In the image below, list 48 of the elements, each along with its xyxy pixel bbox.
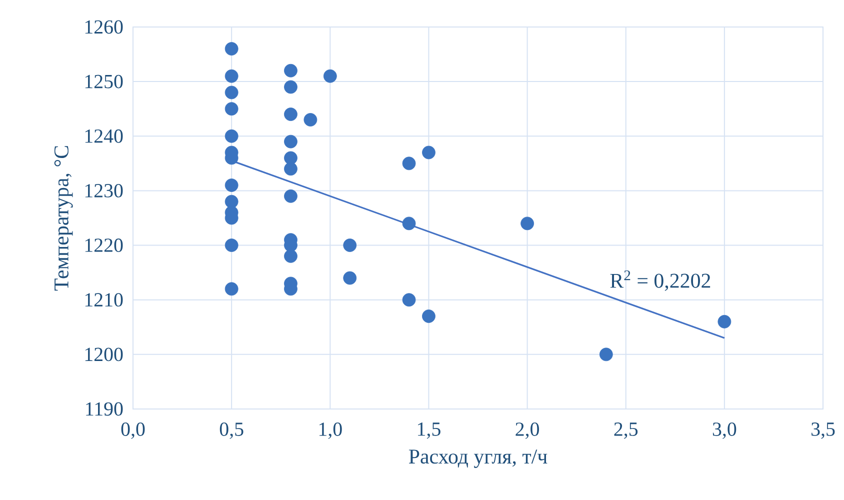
y-tick-label: 1250 (85, 74, 123, 88)
point (224, 42, 238, 56)
x-axis-title: Расход угля, т/ч (408, 450, 548, 468)
x-tick-label: 3,0 (712, 422, 736, 439)
point (284, 162, 298, 176)
annotation: R$^{2}$ = 0,2202 (610, 270, 710, 291)
point (224, 102, 238, 116)
point (718, 314, 732, 328)
point (402, 156, 416, 170)
x-tick-label: 1,5 (418, 422, 440, 439)
point (304, 113, 318, 126)
point (402, 293, 416, 307)
point (422, 310, 436, 323)
y-tick-label: 1260 (85, 20, 123, 34)
y-tick-label: 1190 (86, 402, 123, 416)
x-tick-label: 1,0 (319, 422, 342, 439)
point (224, 238, 238, 252)
point (284, 134, 298, 148)
y-tick-label: 1240 (85, 129, 123, 143)
y-tick-label: 1200 (85, 348, 123, 362)
x-tick-label: 2,5 (614, 422, 638, 439)
point (343, 238, 357, 252)
point (599, 348, 613, 362)
point (284, 151, 298, 165)
point (402, 216, 416, 230)
y-tick-label: 1230 (85, 184, 123, 198)
point (224, 194, 238, 208)
point (520, 216, 534, 230)
point (284, 189, 298, 203)
x-tick-label: 0,5 (220, 422, 244, 439)
point (224, 86, 238, 100)
point (224, 178, 238, 192)
point (224, 129, 238, 143)
x-tick-label: 3,5 (812, 422, 835, 439)
point (284, 108, 298, 121)
x-tick-label: 2,0 (516, 422, 539, 439)
point (284, 64, 298, 78)
y-tick-label: 1220 (85, 238, 123, 252)
point (343, 271, 357, 285)
y-axis-title: Температура, °С (54, 146, 73, 291)
y-tick-label: 1210 (85, 293, 123, 307)
point (323, 69, 337, 83)
point (224, 69, 238, 83)
point (284, 249, 298, 263)
point (422, 146, 436, 160)
x-tick-label: 0,0 (121, 422, 145, 439)
point (224, 282, 238, 296)
point (284, 80, 298, 94)
